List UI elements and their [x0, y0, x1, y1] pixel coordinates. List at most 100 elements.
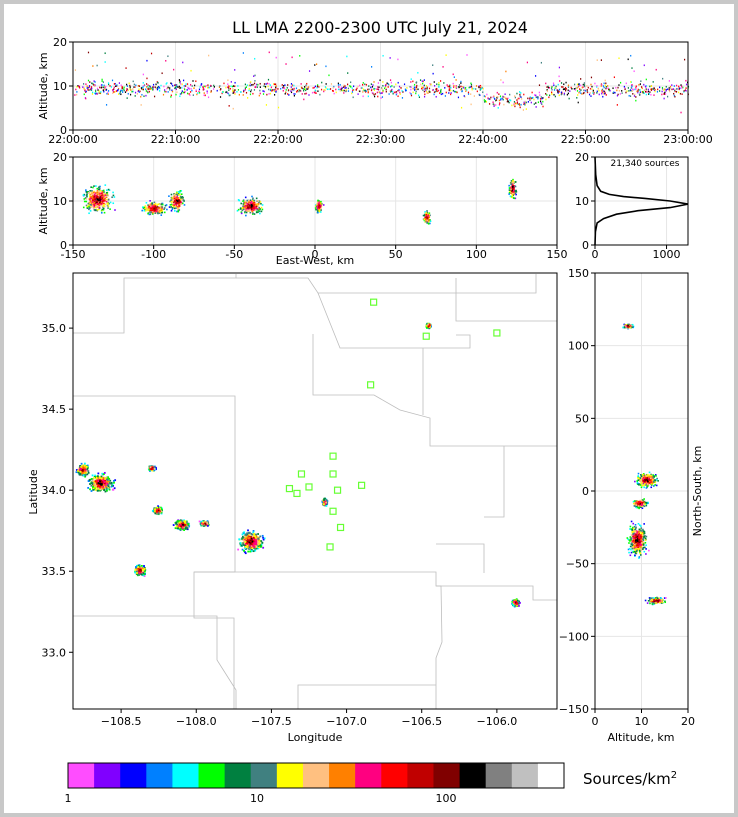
- source-point: [103, 204, 105, 206]
- source-point: [186, 522, 189, 525]
- source-point: [307, 86, 309, 89]
- source-point: [424, 214, 427, 217]
- source-point: [592, 91, 594, 93]
- source-point: [663, 97, 665, 100]
- source-point: [247, 550, 250, 553]
- source-point: [450, 89, 452, 92]
- source-point: [638, 83, 640, 86]
- source-point: [437, 89, 440, 92]
- source-point: [583, 91, 585, 94]
- source-point: [345, 87, 347, 89]
- source-point: [110, 482, 113, 485]
- source-point: [102, 477, 105, 479]
- lma-station-marker: [357, 481, 366, 489]
- source-point: [109, 201, 112, 204]
- source-point: [107, 480, 110, 483]
- source-point: [548, 96, 550, 99]
- source-point: [586, 90, 588, 93]
- source-point: [114, 209, 116, 211]
- longitude-tick-label: −107.5: [251, 715, 292, 728]
- source-point: [118, 87, 120, 90]
- source-point: [273, 83, 275, 85]
- source-point: [86, 467, 89, 470]
- source-point: [204, 85, 206, 88]
- source-point: [255, 205, 258, 208]
- source-point: [400, 87, 402, 89]
- source-point: [299, 89, 301, 92]
- source-point: [84, 197, 87, 199]
- source-point: [591, 88, 593, 90]
- source-point: [183, 200, 185, 202]
- source-point: [85, 97, 87, 100]
- source-point: [171, 202, 173, 204]
- source-point: [91, 195, 94, 198]
- source-point: [576, 87, 578, 89]
- source-point: [108, 189, 111, 192]
- source-point: [97, 203, 100, 205]
- source-point: [258, 542, 261, 545]
- source-point: [293, 87, 295, 90]
- source-point: [256, 541, 259, 544]
- source-point: [198, 520, 201, 523]
- source-point: [83, 470, 86, 473]
- source-point: [160, 202, 163, 205]
- source-point: [421, 87, 423, 90]
- source-point: [364, 89, 366, 92]
- source-point: [605, 87, 607, 90]
- source-point: [195, 89, 197, 92]
- source-point: [264, 85, 267, 88]
- time-tick-label: 22:50:00: [561, 133, 610, 146]
- source-point: [150, 88, 152, 90]
- source-point: [275, 56, 277, 59]
- source-point: [181, 87, 183, 89]
- source-point: [479, 84, 482, 87]
- source-point: [290, 86, 292, 88]
- source-point: [316, 201, 319, 204]
- source-point: [559, 80, 561, 82]
- source-point: [95, 197, 98, 199]
- source-point: [647, 90, 650, 93]
- source-point: [455, 91, 457, 93]
- source-point: [113, 479, 115, 482]
- source-point: [158, 211, 161, 213]
- source-point: [227, 83, 229, 85]
- source-point: [580, 78, 582, 80]
- source-point: [179, 193, 181, 196]
- source-point: [460, 106, 463, 109]
- source-point: [320, 206, 322, 209]
- source-point: [90, 484, 93, 487]
- source-point: [104, 199, 106, 202]
- source-point: [659, 90, 661, 92]
- source-point: [104, 198, 107, 201]
- source-point: [588, 93, 591, 96]
- source-point: [584, 89, 587, 92]
- source-point: [97, 482, 100, 485]
- source-point: [88, 208, 90, 211]
- source-point: [546, 90, 549, 92]
- latitude-label: Latitude: [27, 469, 40, 515]
- source-point: [661, 86, 664, 89]
- source-point: [188, 93, 190, 95]
- source-point: [105, 478, 108, 481]
- source-point: [229, 94, 231, 97]
- source-point: [246, 546, 249, 549]
- source-point: [385, 90, 387, 93]
- source-point: [87, 51, 90, 54]
- source-point: [602, 91, 604, 94]
- source-point: [98, 186, 100, 189]
- source-point: [132, 90, 134, 93]
- source-point: [143, 565, 145, 567]
- source-point: [260, 545, 263, 548]
- latitude-tick-label: 35.0: [42, 322, 67, 335]
- source-point: [340, 86, 342, 89]
- source-point: [602, 95, 604, 98]
- source-point: [532, 96, 534, 99]
- source-point: [99, 488, 102, 491]
- source-point: [253, 532, 255, 535]
- source-point: [170, 193, 173, 196]
- source-point: [252, 197, 254, 200]
- source-point: [428, 212, 431, 214]
- source-point: [91, 201, 94, 203]
- source-point: [426, 86, 428, 89]
- source-point: [91, 189, 93, 192]
